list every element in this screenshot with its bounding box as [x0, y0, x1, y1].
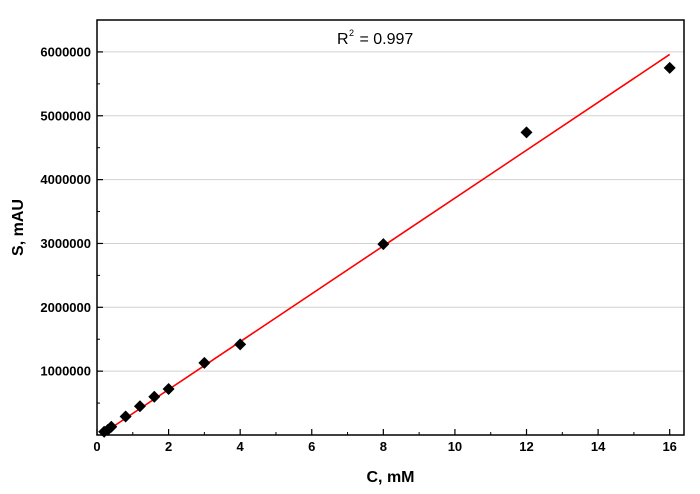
data-point-6 — [162, 383, 175, 396]
x-tick-label: 12 — [519, 439, 533, 454]
data-point-11 — [663, 61, 676, 74]
y-tick-label: 6000000 — [40, 44, 91, 59]
y-tick-label: 5000000 — [40, 108, 91, 123]
data-point-3 — [119, 410, 132, 423]
x-tick-label: 4 — [237, 439, 245, 454]
data-point-8 — [234, 338, 247, 351]
y-tick-label: 2000000 — [40, 300, 91, 315]
data-point-7 — [198, 356, 211, 369]
data-point-5 — [148, 390, 161, 403]
y-tick-label: 3000000 — [40, 236, 91, 251]
gridlines — [97, 51, 684, 372]
data-points — [98, 61, 676, 438]
x-tick-label: 6 — [308, 439, 315, 454]
x-tick-labels: 0 2 4 6 8 10 12 14 16 — [93, 439, 677, 454]
y-tick-labels: 1000000 2000000 3000000 4000000 5000000 60000… — [40, 44, 91, 378]
data-point-10 — [520, 126, 533, 139]
data-point-9 — [377, 238, 390, 251]
plot-frame — [96, 19, 685, 436]
data-point-2 — [105, 420, 118, 433]
x-tick-label: 16 — [662, 439, 676, 454]
y-axis-label: S, mAU — [10, 199, 27, 256]
x-tick-label: 8 — [380, 439, 387, 454]
x-tick-label: 0 — [93, 439, 100, 454]
annotation-value: = 0.997 — [355, 31, 413, 48]
annotation-superscript: 2 — [349, 28, 354, 38]
annotation-base: R — [337, 31, 349, 48]
x-axis-label: C, mM — [367, 469, 415, 486]
x-tick-label: 2 — [165, 439, 172, 454]
r-squared-annotation: R 2 = 0.997 — [337, 28, 413, 48]
data-point-4 — [133, 400, 146, 413]
axis-ticks — [96, 19, 671, 435]
y-tick-label: 1000000 — [40, 364, 91, 379]
y-tick-label: 4000000 — [40, 172, 91, 187]
x-tick-label: 10 — [448, 439, 462, 454]
x-tick-label: 14 — [591, 439, 606, 454]
